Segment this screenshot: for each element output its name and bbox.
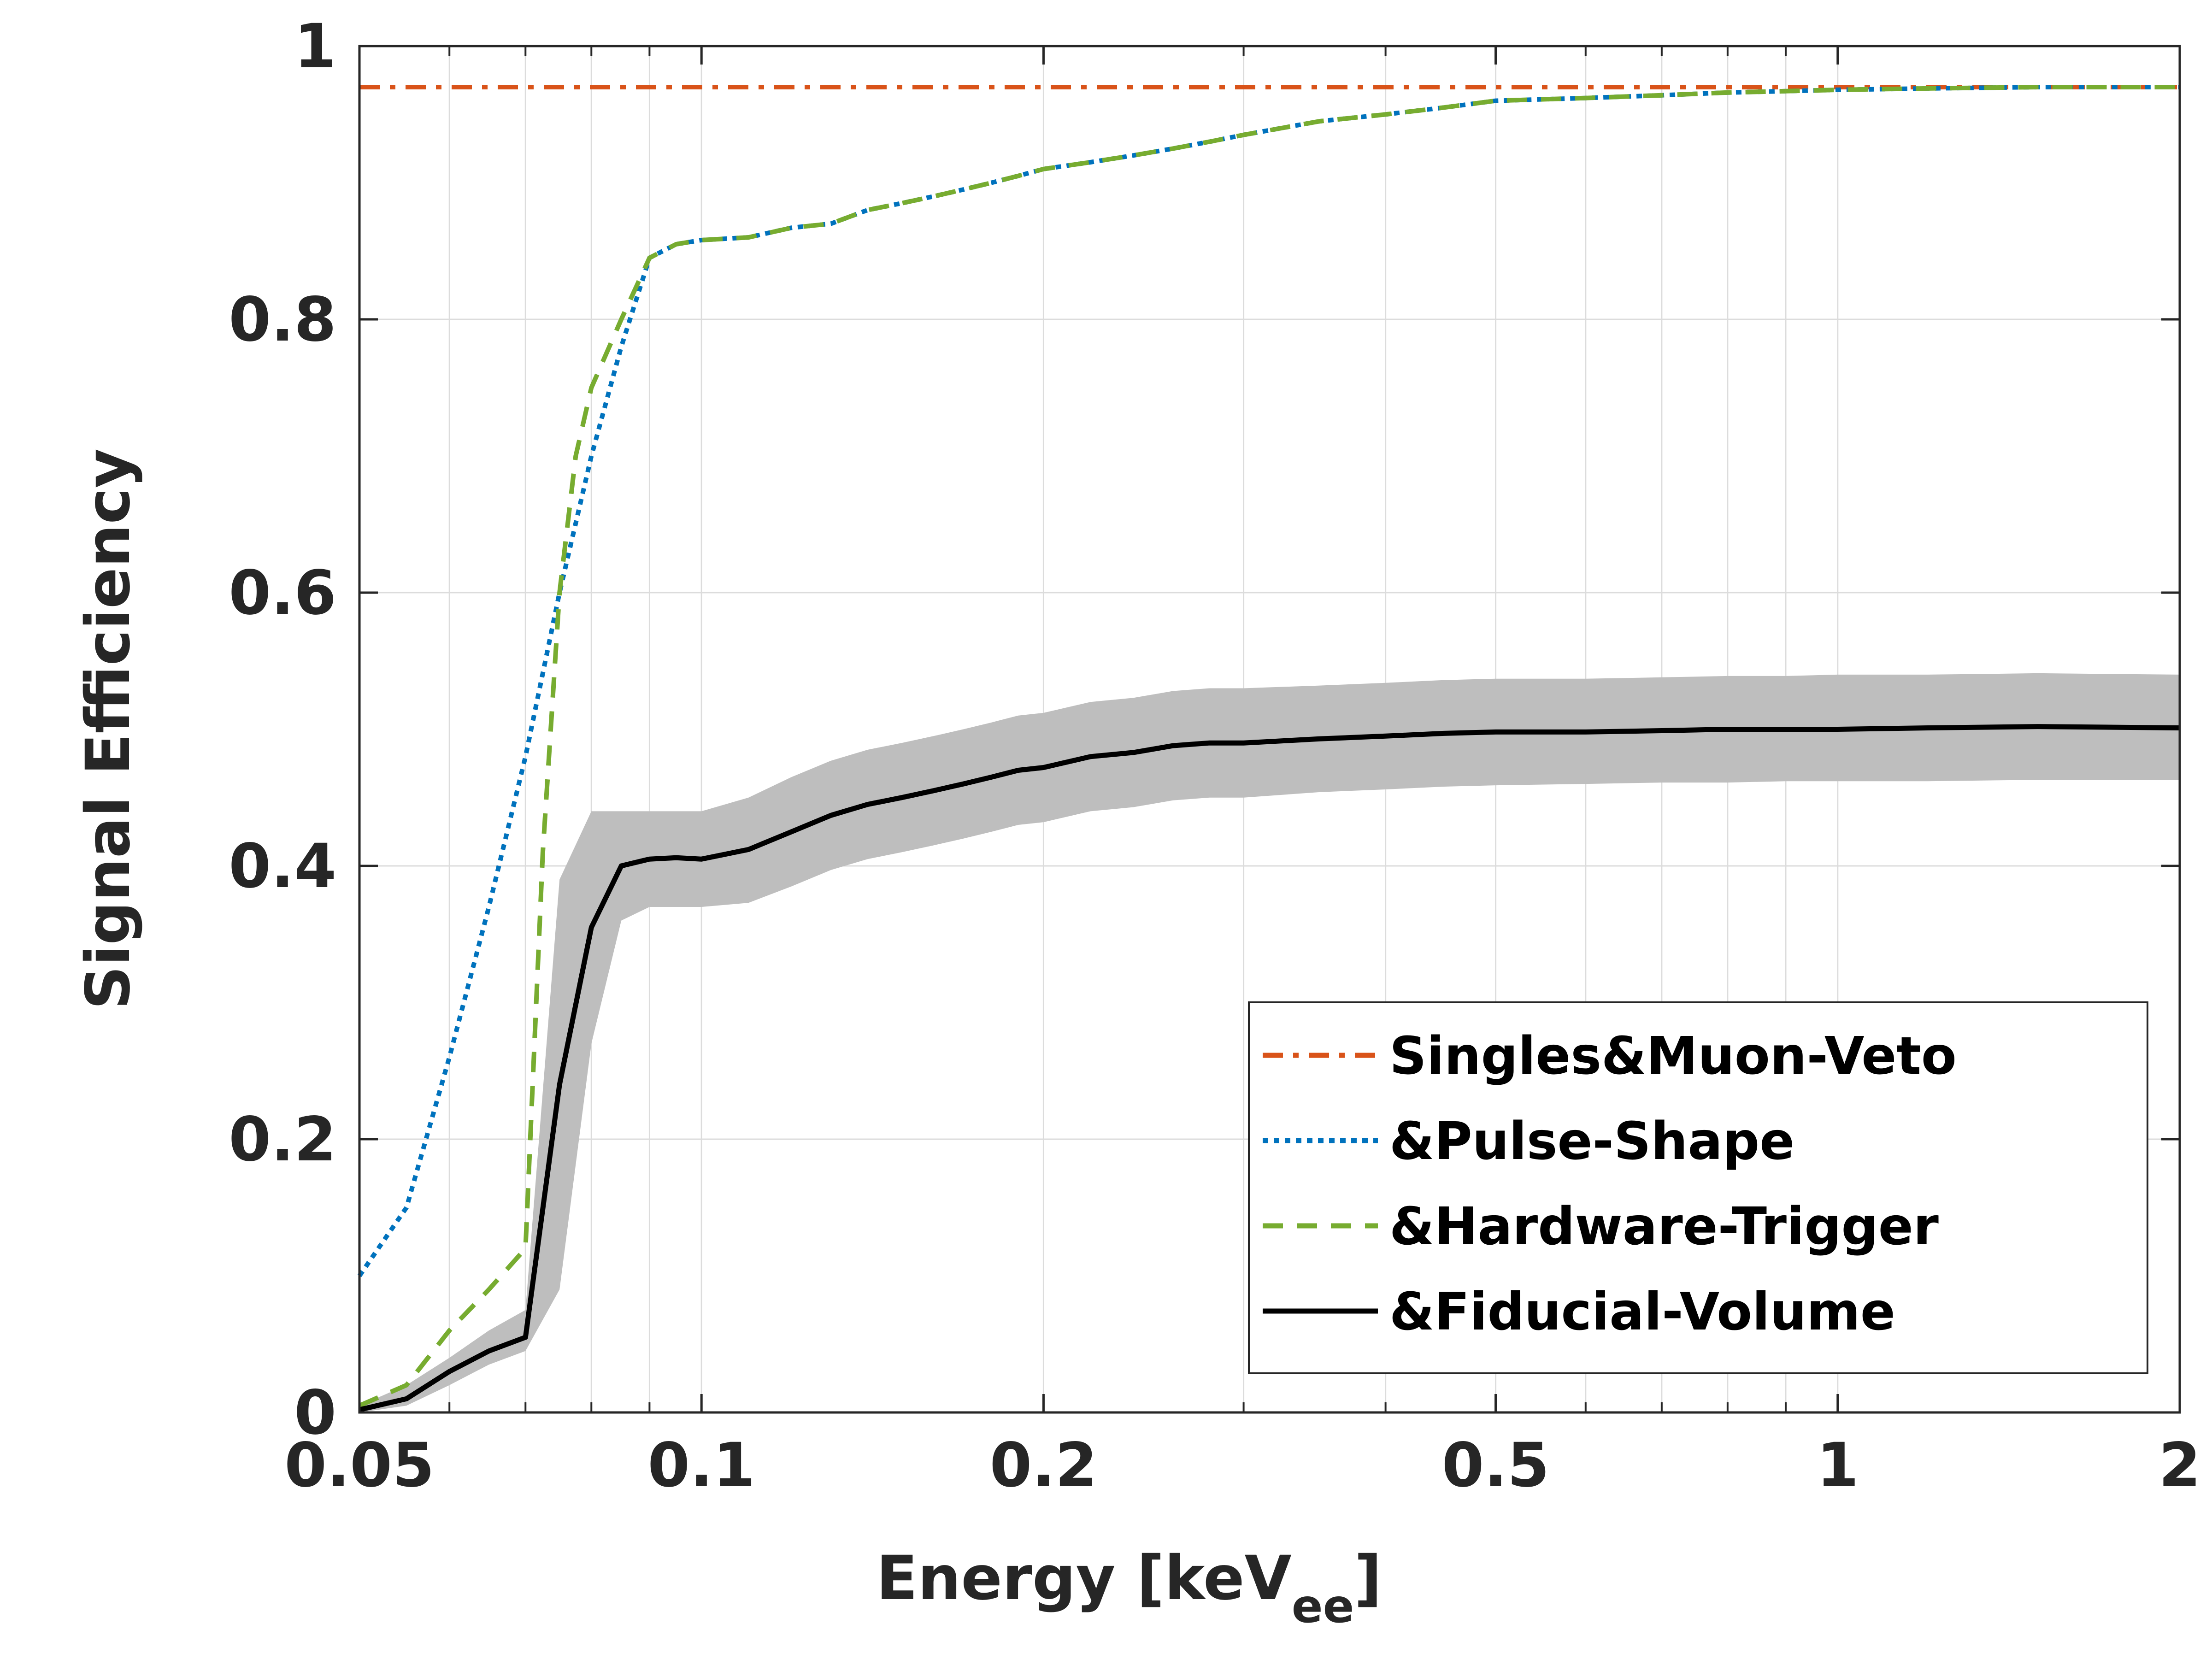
confidence-band-layer xyxy=(359,673,2180,1412)
legend: Singles&Muon-Veto&Pulse-Shape&Hardware-T… xyxy=(1248,1001,2148,1374)
legend-entry-singles-muon-veto-label: Singles&Muon-Veto xyxy=(1389,1026,1957,1086)
fiducial-volume-uncertainty-band xyxy=(359,673,2180,1412)
legend-box xyxy=(1248,1001,2148,1374)
x-axis-label-subscript: ee xyxy=(1292,1579,1354,1633)
y-tick-label: 1 xyxy=(294,11,336,82)
x-axis-label: Energy [keVee] xyxy=(876,1543,1382,1633)
x-tick-label: 0.2 xyxy=(990,1430,1098,1501)
y-tick-label: 0 xyxy=(294,1377,336,1448)
y-tick-label: 0.2 xyxy=(229,1104,336,1175)
y-tick-label: 0.6 xyxy=(229,558,336,629)
hardware-trigger-line xyxy=(359,85,2180,1408)
x-tick-label: 0.1 xyxy=(647,1430,755,1501)
y-axis-label: Signal Efficiency xyxy=(73,448,144,1010)
x-tick-label: 0.5 xyxy=(1442,1430,1550,1501)
fiducial-volume-line xyxy=(359,724,2180,1412)
legend-entry-hardware-trigger-label: &Hardware-Trigger xyxy=(1389,1197,1939,1257)
axis-ticks xyxy=(358,45,2181,1414)
series-layer xyxy=(357,85,2180,1412)
legend-entry-fiducial-volume-label: &Fiducial-Volume xyxy=(1389,1282,1895,1342)
y-tick-label: 0.8 xyxy=(229,284,336,355)
axes-box xyxy=(358,45,2181,1414)
x-axis-label-main: Energy [keV xyxy=(876,1543,1292,1614)
x-tick-label: 0.05 xyxy=(284,1430,435,1501)
x-tick-label: 2 xyxy=(2159,1430,2201,1501)
x-axis-label-close: ] xyxy=(1354,1543,1382,1614)
x-tick-label: 1 xyxy=(1817,1430,1859,1501)
y-tick-label: 0.4 xyxy=(229,831,336,902)
tick-labels: 0.05 0.1 0.2 0.5 1 2 0 0.2 0.4 0.6 0.8 1 xyxy=(229,11,2201,1501)
legend-entry-pulse-shape-label: &Pulse-Shape xyxy=(1389,1112,1794,1171)
